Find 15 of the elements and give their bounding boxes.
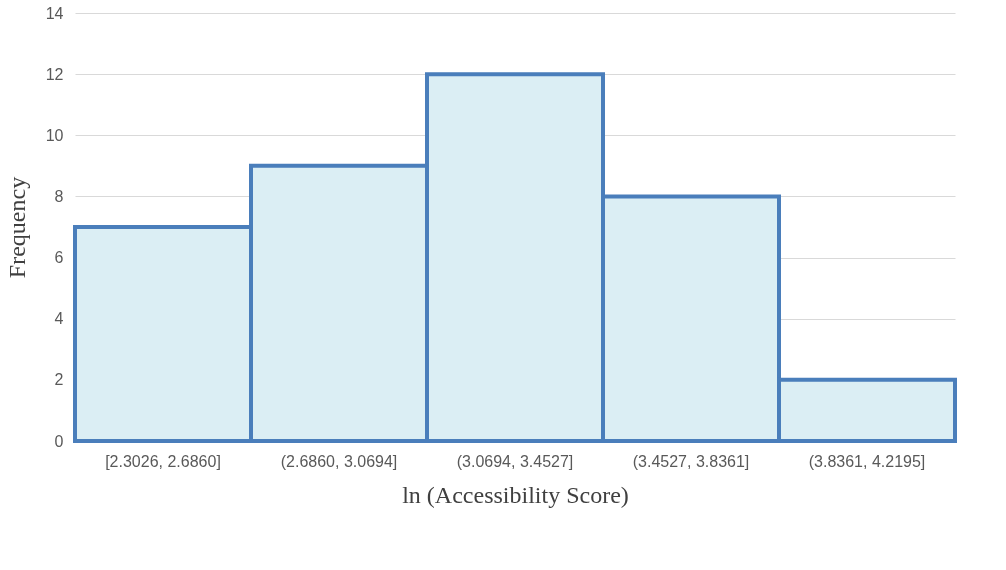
- y-tick-label: 6: [54, 249, 64, 267]
- y-tick-label: 12: [45, 65, 64, 83]
- y-tick-label: 14: [45, 4, 64, 22]
- y-axis-title: Frequency: [3, 176, 30, 279]
- y-tick-label: 0: [54, 432, 64, 450]
- x-axis-title: ln (Accessibility Score): [402, 481, 629, 508]
- x-tick-label: (3.0694, 3.4527]: [456, 452, 574, 470]
- y-tick-label: 8: [54, 187, 64, 205]
- x-tick-label: (3.4527, 3.8361]: [632, 452, 750, 470]
- y-tick-label: 2: [54, 371, 64, 389]
- x-tick-label: [2.3026, 2.6860]: [105, 452, 221, 470]
- y-tick-label: 10: [45, 126, 64, 144]
- x-tick-label: (2.6860, 3.0694]: [280, 452, 398, 470]
- y-tick-label: 4: [54, 310, 64, 328]
- x-tick-label: (3.8361, 4.2195]: [808, 452, 926, 470]
